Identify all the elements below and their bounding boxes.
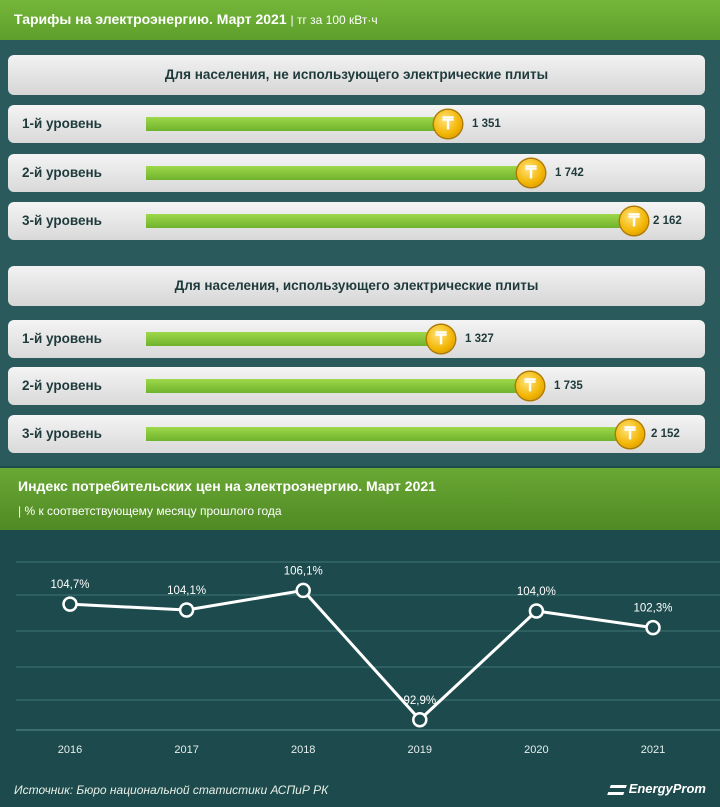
data-point	[412, 712, 428, 728]
data-label: 92,9%	[403, 695, 436, 707]
x-tick-label: 2016	[58, 744, 82, 756]
source-note: Источник: Бюро национальной статистики А…	[14, 783, 329, 797]
cpi-line-chart: 104,7% 2016 104,1% 2017 106,1% 2018 92,9% 2019 1…	[16, 561, 720, 756]
data-point	[178, 602, 195, 618]
data-label: 104,7%	[50, 579, 89, 591]
data-label: 104,1%	[167, 585, 206, 597]
tenge-coin-icon: ₸	[620, 207, 648, 235]
data-point	[528, 603, 545, 619]
row-label: 1-й уровень	[22, 116, 102, 131]
tariff-bar	[146, 214, 630, 228]
tenge-coin-icon: ₸	[427, 325, 455, 353]
title-text: Тарифы на электроэнергию. Март 2021	[14, 11, 287, 27]
header-bar: Тарифы на электроэнергию. Март 2021 | тг…	[0, 0, 720, 40]
tariff-bar	[146, 427, 626, 441]
data-point	[295, 582, 311, 599]
tariff-bar	[146, 117, 448, 131]
row-label: 3-й уровень	[22, 213, 102, 228]
x-tick-label: 2018	[291, 744, 315, 756]
x-tick-label: 2017	[174, 744, 198, 756]
group-header-stove: Для населения, использующего электрическ…	[8, 266, 705, 306]
x-tick-label: 2021	[641, 744, 665, 756]
group-header-no-stove: Для населения, не использующего электрич…	[8, 55, 705, 95]
row-label: 1-й уровень	[22, 331, 102, 346]
cpi-title: Индекс потребительских цен на электроэне…	[18, 478, 436, 494]
tariff-row: 3-й уровень ₸ 2 152	[8, 415, 705, 453]
series-line	[69, 588, 654, 722]
tenge-coin-icon: ₸	[516, 372, 544, 400]
tariff-row: 3-й уровень ₸ 2 162	[8, 202, 705, 240]
tariff-row: 1-й уровень ₸ 1 327	[8, 320, 705, 358]
tariff-bar	[146, 332, 441, 346]
row-value: 2 152	[651, 428, 680, 440]
data-point	[62, 596, 78, 612]
data-label: 104,0%	[517, 586, 556, 598]
data-point	[645, 619, 661, 636]
energyprom-icon	[606, 784, 627, 795]
tenge-coin-icon: ₸	[517, 159, 545, 187]
row-value: 1 735	[554, 380, 583, 392]
row-value: 2 162	[653, 215, 682, 227]
tariff-bar	[146, 379, 530, 393]
tariff-row: 2-й уровень ₸ 1 742	[8, 154, 705, 192]
unit-label: | тг за 100 кВт·ч	[290, 13, 378, 27]
row-value: 1 351	[472, 118, 501, 130]
tariff-panel: Для населения, не использующего электрич…	[0, 40, 720, 466]
row-value: 1 327	[465, 333, 494, 345]
row-label: 2-й уровень	[22, 165, 102, 180]
data-label: 106,1%	[284, 565, 323, 577]
brand-logo: EnergyProm	[606, 781, 706, 796]
page-title: Тарифы на электроэнергию. Март 2021 | тг…	[14, 11, 378, 27]
tariff-bar	[146, 166, 531, 180]
x-tick-label: 2019	[408, 744, 432, 756]
tariff-row: 1-й уровень ₸ 1 351	[8, 105, 705, 143]
row-label: 3-й уровень	[22, 426, 102, 441]
brand-name: EnergyProm	[628, 781, 706, 796]
tariff-row: 2-й уровень ₸ 1 735	[8, 367, 705, 405]
tenge-coin-icon: ₸	[616, 420, 644, 448]
cpi-header: Индекс потребительских цен на электроэне…	[0, 468, 720, 530]
data-label: 102,3%	[633, 603, 672, 615]
cpi-subtitle: | % к соответствующему месяцу прошлого г…	[18, 504, 282, 518]
row-value: 1 742	[555, 167, 584, 179]
x-tick-label: 2020	[524, 744, 548, 756]
tenge-coin-icon: ₸	[434, 110, 462, 138]
row-label: 2-й уровень	[22, 378, 102, 393]
